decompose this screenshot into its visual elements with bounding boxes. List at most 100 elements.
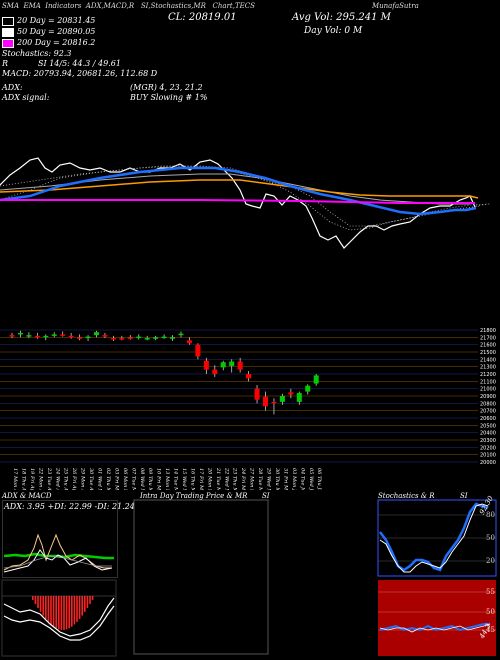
legend-50day: 50 Day = 20890.05 [2,27,95,37]
date-tick-label: 23 Thu May [232,467,238,490]
price-tick-label: 21800 [480,328,496,334]
price-tick-label: 20300 [480,438,496,444]
date-tick-label: 27 Mon May [249,467,255,490]
price-tick-label: 21300 [480,365,496,371]
date-tick-label: 08 Wed May [139,468,145,490]
avg-volume: Avg Vol: 295.241 M [292,12,391,23]
stoch-tick-80: 80 [486,511,495,519]
rsi-tick-50: 50 [486,608,495,616]
rsi-line [379,623,490,632]
price-tick-label: 20500 [480,423,496,429]
legend-swatch-50 [2,27,14,37]
date-tick-label: 10 Fri May [156,468,162,490]
candle-body [288,392,294,395]
macd-signal-line [3,605,115,641]
stoch-tick-50: 50 [486,534,495,542]
candle-body [220,362,226,368]
price-grid [0,329,478,463]
macd-histogram-bar [68,596,70,629]
date-tick-label: 21 Tue May [215,467,221,490]
stochastics-readout: Stochastics: 92.3 [2,49,72,58]
candle-body [195,344,201,357]
candle-body [305,385,311,392]
date-tick-label: 15 Wed May [181,468,187,490]
macd-histogram-bar [84,596,86,612]
macd-readout: MACD: 20793.94, 20681.26, 112.68 D [2,69,158,78]
date-tick-label: 29 Mon Apr [80,467,86,490]
candle-body [17,332,23,335]
adx-value: (MGR) 4, 23, 21.2 [130,83,203,92]
price-tick-label: 20400 [480,431,496,437]
candle-body [203,360,209,370]
candle-body [178,333,184,336]
tab-ema[interactable]: EMA [23,2,41,10]
tab-indicators[interactable]: Indicators [45,2,82,10]
stoch-k-line [379,502,489,572]
price-tick-label: 20000 [480,460,496,466]
candle-body [271,401,277,404]
candle-body [153,337,159,339]
rsi-panel [378,580,496,656]
candle-body [254,388,260,400]
tab-adx-macd[interactable]: ADX,MACD,R [85,2,135,10]
macd-histogram-bar [50,596,52,625]
intra-panel-si: SI [262,492,270,500]
macd-histogram-bar [89,596,91,605]
adx-panel [2,500,118,578]
legend-20day: 20 Day = 20831.45 [2,16,95,26]
price-tick-label: 21700 [480,335,496,341]
date-tick-label: 05 Wed Jun [308,468,314,490]
candle-body [94,332,99,336]
date-tick-label: 13 Mon May [164,468,170,490]
price-tick-label: 20600 [480,416,496,422]
tab-sma[interactable]: SMA [2,2,20,10]
adx-signal-label: ADX signal: [2,93,50,102]
adx-stats: ADX: 3.95 +DI: 22.99 -DI: 21.24 [4,502,135,511]
candle-body [60,334,66,336]
price-tick-label: 21400 [480,357,496,363]
close-marker-line [475,203,489,207]
candle-body [237,361,243,370]
ema20-line [0,157,476,249]
tab-chart-tecs[interactable]: Chart,TECS [212,2,255,10]
macd-panel [1,579,117,657]
stoch-panel-title: Stochastics & R [378,492,435,500]
macd-histogram-bar [58,596,60,630]
stoch-panel-si: SI [460,492,468,500]
date-tick-label: 09 Thu May [147,468,153,490]
price-tick-label: 20700 [480,409,496,415]
macd-histogram-bar [60,596,63,630]
date-tick-label: 26 Fri Apr [71,467,77,490]
rsi-tick-45: 45 [486,626,495,634]
candle-body [296,393,302,402]
price-tick-label: 21100 [480,379,496,385]
candle-body [170,337,176,339]
price-tick-label: 20900 [480,394,496,400]
date-tick-label: 03 Mon Jun [291,468,297,490]
close-price: CL: 20819.01 [168,12,237,23]
stoch-d-line [379,503,489,573]
macd-histogram-bar [52,596,55,627]
date-tick-label: 29 Wed May [266,467,272,490]
candle-body [229,361,235,366]
candle-body [246,374,252,379]
candle-body [77,337,83,339]
macd-histogram-bar [76,596,78,622]
candle-body [144,338,150,340]
price-tick-label: 20100 [480,453,496,459]
candle-body [119,338,125,340]
price-tick-label: 21600 [480,343,496,349]
macd-histogram-bar [55,596,57,629]
date-tick-label: 30 Tue Apr [88,468,94,490]
tab-munafasutra[interactable]: MunafaSutra [372,2,419,10]
candles [9,330,319,415]
candle-body [127,337,133,339]
candle-body [26,335,32,337]
candle-body [85,336,91,339]
candle-body [161,336,167,339]
macd-histogram-bar [73,596,76,625]
blue-line [0,166,477,216]
header-tabs: SMA EMA Indicators ADX,MACD,R SI,Stochas… [2,2,255,10]
tab-si-stoch[interactable]: SI,Stochastics,MR [140,2,206,10]
